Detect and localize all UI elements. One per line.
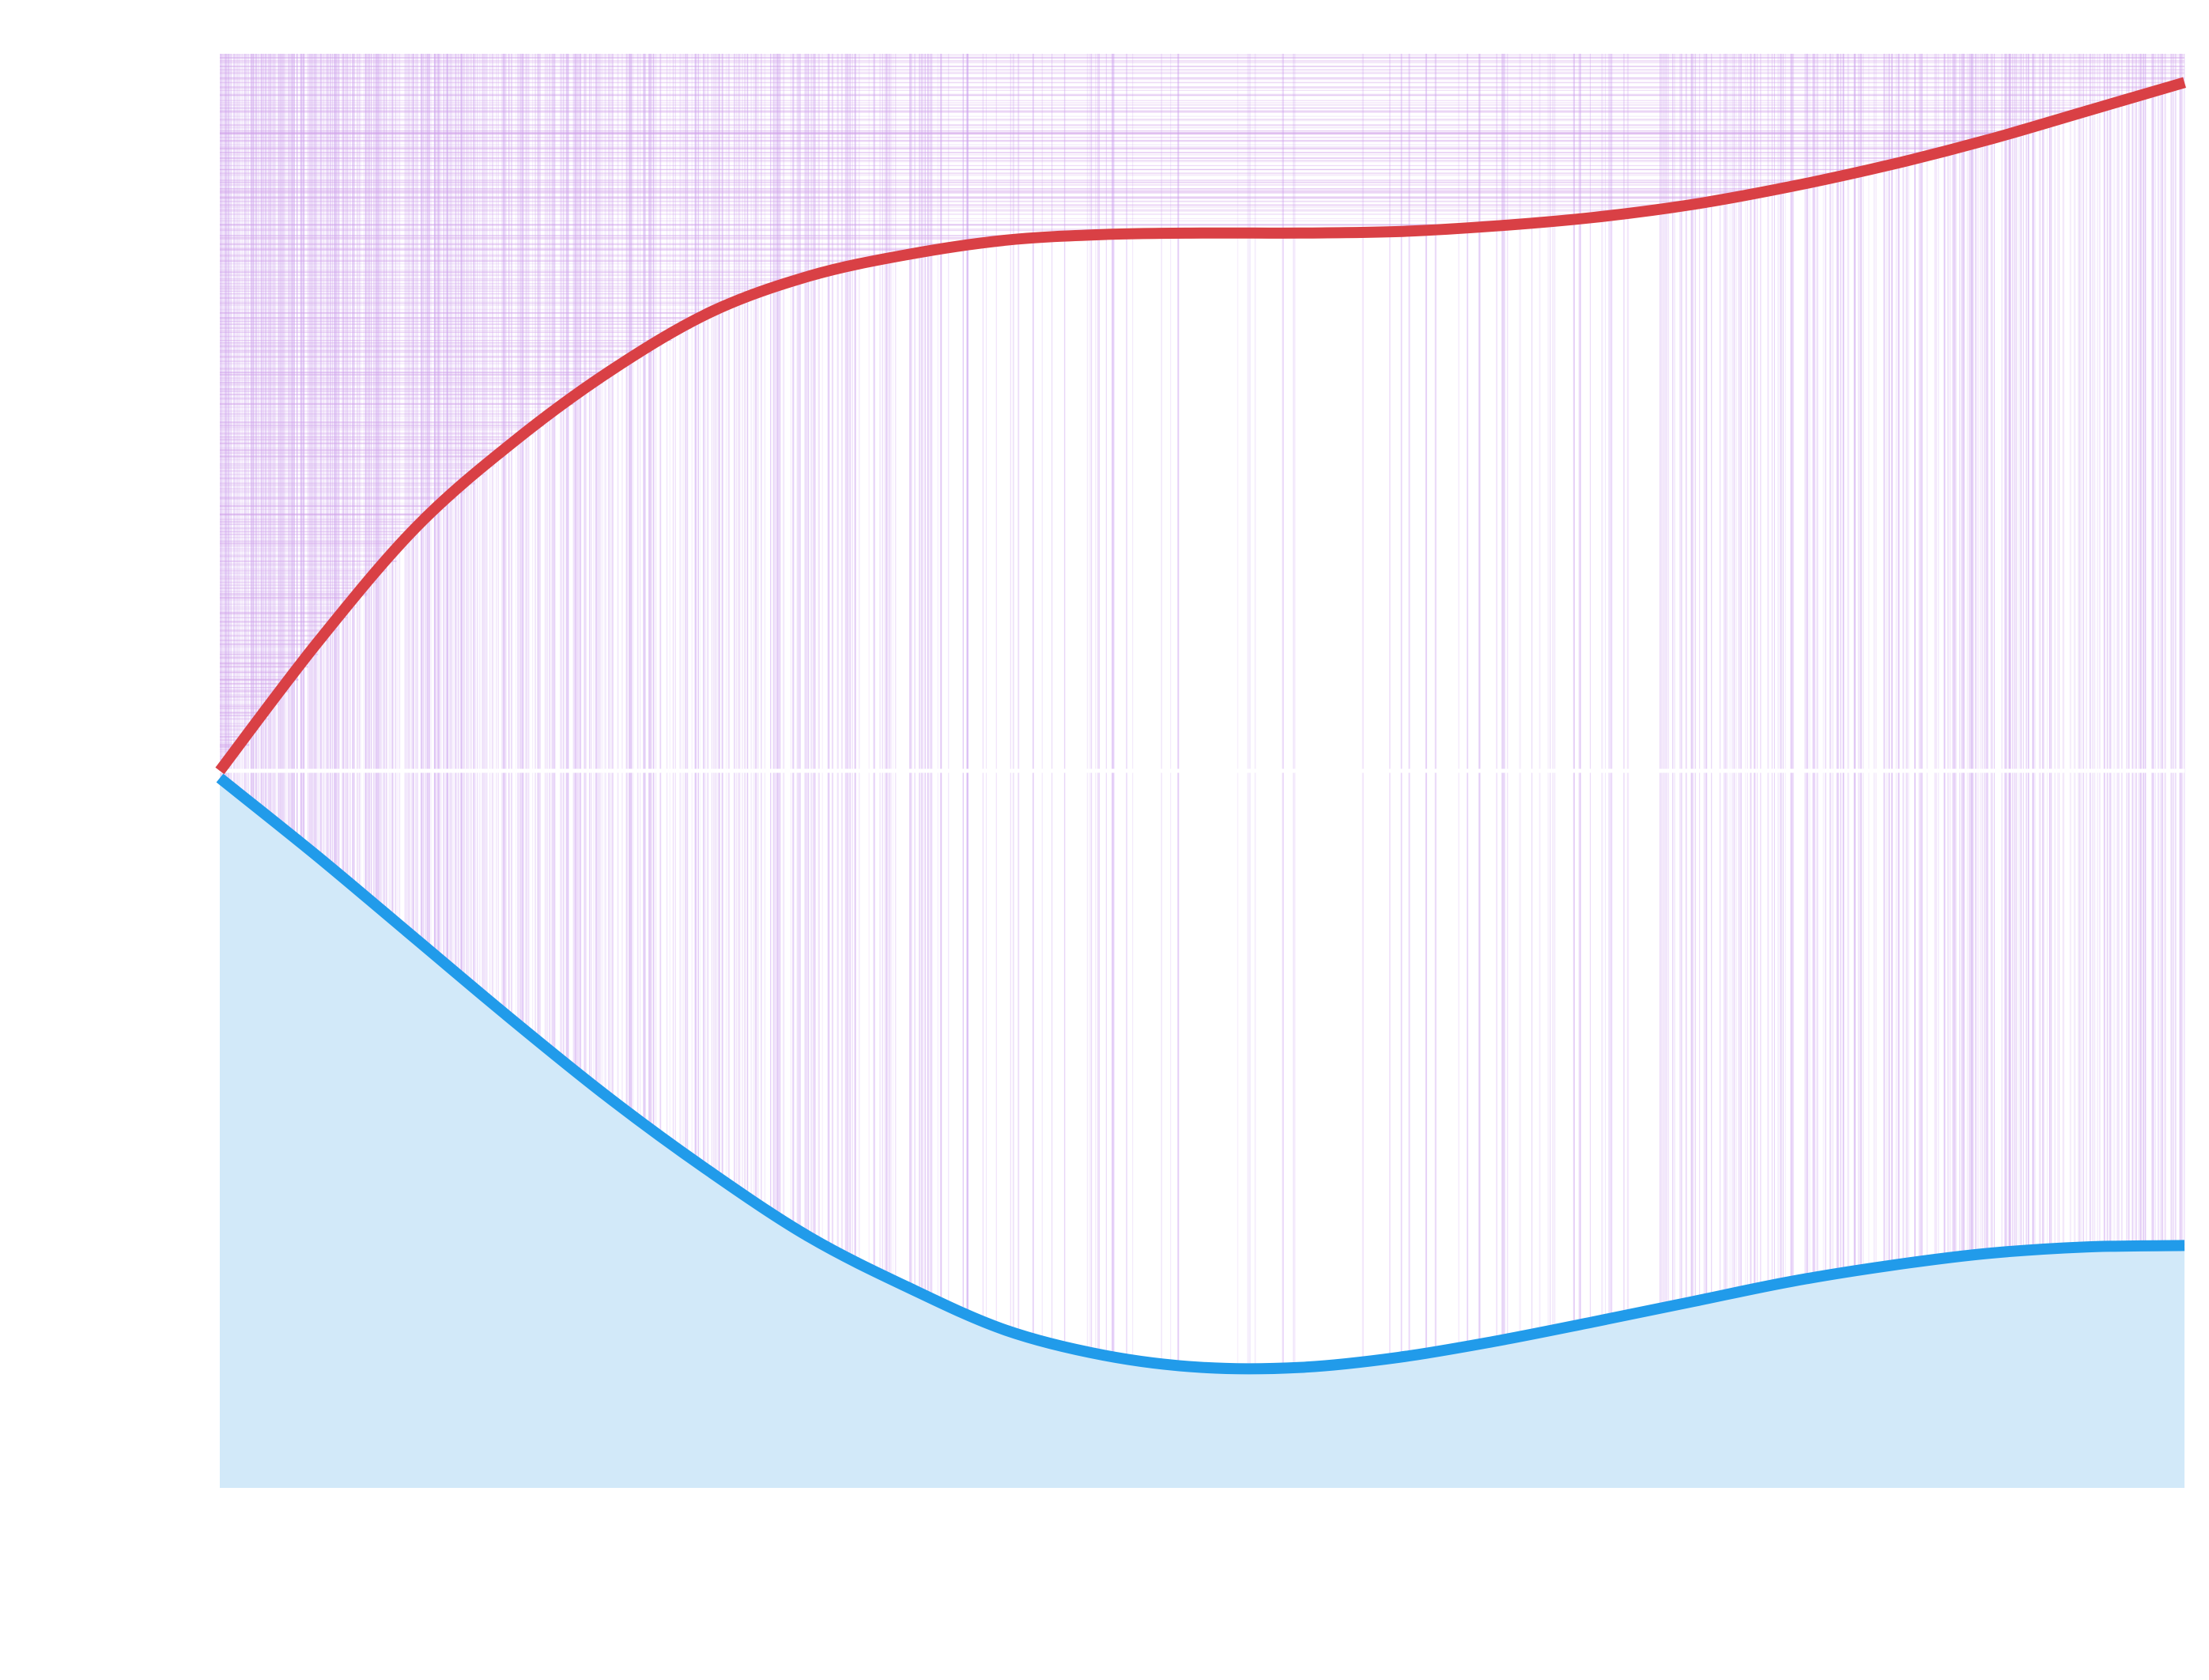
red-series-line [215, 77, 2186, 775]
horizontal-texture-lines [220, 54, 2184, 769]
area-fill-layer [220, 778, 2184, 1488]
series-lines-layer [215, 77, 2186, 1375]
blue-series-line [216, 773, 2185, 1375]
blue-area-fill [220, 778, 2184, 1488]
vertical-texture-lines [220, 54, 2185, 1368]
